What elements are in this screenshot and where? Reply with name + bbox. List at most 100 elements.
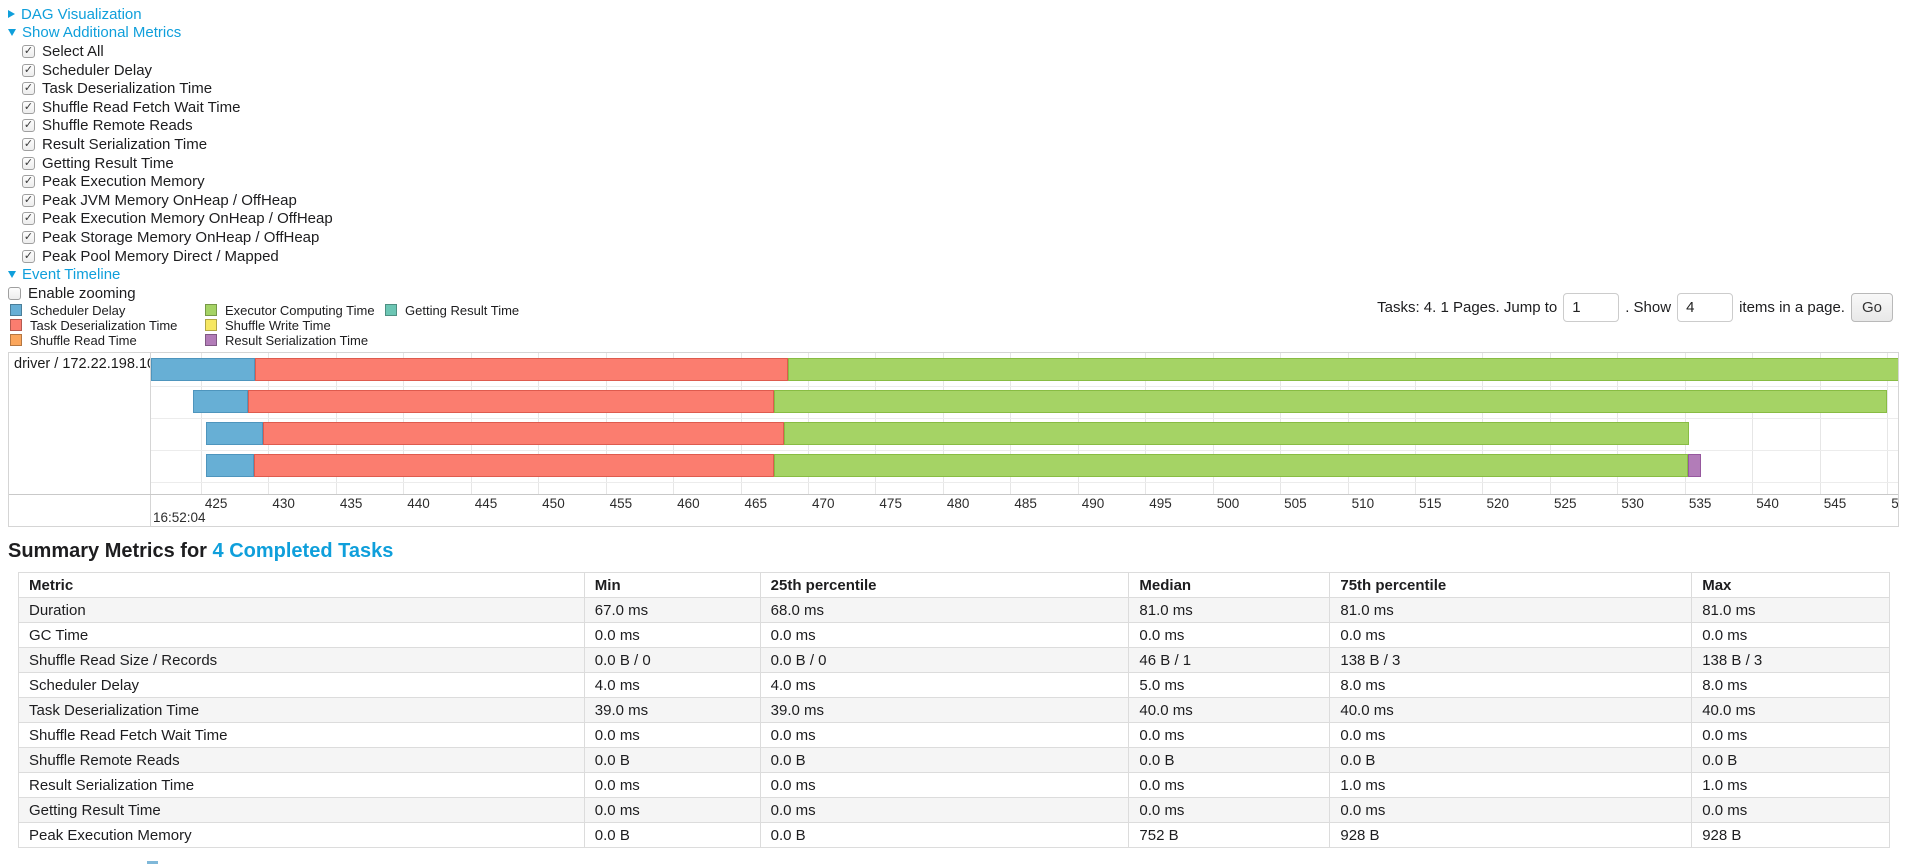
table-cell: 0.0 ms [1691,622,1890,648]
table-cell: 0.0 ms [1128,772,1331,798]
timeline-bar-task_deserialization[interactable] [262,422,784,445]
axis-tick-label: 520 [1486,496,1510,511]
table-cell: 4.0 ms [583,672,761,698]
table-row: Shuffle Read Size / Records 0.0 B / 0 0.0 … [18,647,1890,673]
table-cell: 0.0 ms [583,622,761,648]
collapsible-sections: DAG Visualization Show Additional Metric… [8,5,333,303]
metric-checkbox-row: ✓ Shuffle Read Fetch Wait Time [8,98,333,117]
timeline-bar-task_deserialization[interactable] [248,390,775,413]
timeline-bar-executor_computing[interactable] [787,358,1898,381]
show-additional-metrics-link[interactable]: Show Additional Metrics [22,24,182,42]
completed-tasks-link[interactable]: 4 Completed Tasks [212,540,394,562]
legend-label: Task Deserialization Time [30,317,178,333]
metric-checkbox[interactable]: ✓ [22,230,35,244]
metric-checkbox[interactable]: ✓ [22,63,35,77]
legend-item: Scheduler Delay [10,303,205,318]
pagination-summary: Tasks: 4. 1 Pages. Jump to [1377,299,1558,316]
metric-checkbox[interactable]: ✓ [22,82,35,96]
axis-tick-label: 435 [339,496,363,511]
enable-zooming-checkbox[interactable]: ✓ [8,286,21,300]
table-cell: 0.0 ms [759,622,1130,648]
metric-checkbox[interactable]: ✓ [22,137,35,151]
axis-tick-label: 490 [1081,496,1105,511]
go-button[interactable]: Go [1850,293,1893,322]
metric-checkbox-label: Peak Execution Memory OnHeap / OffHeap [42,210,333,228]
timeline-group-column: driver / 172.22.198.104 [9,353,151,526]
timeline-bar-scheduler_delay[interactable] [206,422,263,445]
metric-checkbox[interactable]: ✓ [22,119,35,133]
axis-major-label: 16:52:04 [153,510,206,525]
axis-tick-label: 460 [677,496,700,511]
metric-checkbox-label: Select All [42,42,104,60]
timeline-bar-executor_computing[interactable] [774,390,1888,413]
dag-visualization-link[interactable]: DAG Visualization [21,5,142,23]
metric-checkbox[interactable]: ✓ [22,249,35,263]
table-cell: 0.0 ms [1128,722,1331,748]
legend-item: Executor Computing Time [205,303,385,318]
timeline-bar-scheduler_delay[interactable] [151,358,255,381]
axis-tick-label: 455 [609,496,633,511]
timeline-bar-task_deserialization[interactable] [253,454,775,477]
table-cell: 0.0 B [583,822,761,848]
shuffle_write-swatch [205,319,217,332]
executor-group-label: driver / 172.22.198.104 [14,356,150,372]
table-column-header: Max [1691,572,1890,598]
axis-tick-label: 550 [1891,496,1898,511]
table-cell: 1.0 ms [1329,772,1693,798]
metric-checkbox-label: Peak Storage Memory OnHeap / OffHeap [42,228,320,246]
metric-checkbox[interactable]: ✓ [22,156,35,170]
table-cell: 1.0 ms [1691,772,1890,798]
row-separator [151,418,1898,419]
axis-tick-label: 545 [1823,496,1847,511]
axis-gridline [1887,353,1889,494]
axis-tick-label: 450 [542,496,565,511]
event-timeline-link[interactable]: Event Timeline [22,266,121,284]
table-cell: 39.0 ms [759,697,1130,723]
metric-checkbox-label: Shuffle Read Fetch Wait Time [42,98,241,116]
table-cell: 8.0 ms [1691,672,1890,698]
event-timeline-toggle[interactable]: Event Timeline [8,265,333,284]
table-cell: 0.0 B [759,822,1130,848]
axis-gridline [200,353,202,494]
clipped-next-section [147,861,158,864]
table-cell: 0.0 ms [1691,722,1890,748]
table-row: Duration 67.0 ms 68.0 ms 81.0 ms 81.0 ms 81.0… [18,597,1890,623]
table-cell: 752 B [1128,822,1331,848]
table-cell: 81.0 ms [1128,597,1331,623]
dag-visualization-toggle[interactable]: DAG Visualization [8,5,333,24]
table-cell: 67.0 ms [583,597,761,623]
metric-checkbox[interactable]: ✓ [22,175,35,189]
timeline-bar-task_deserialization[interactable] [254,358,788,381]
timeline-bar-scheduler_delay[interactable] [192,390,249,413]
timeline-bar-executor_computing[interactable] [774,454,1688,477]
show-additional-metrics-toggle[interactable]: Show Additional Metrics [8,24,333,43]
jump-to-page-input[interactable] [1563,293,1620,322]
metric-checkbox-label: Task Deserialization Time [42,80,213,98]
axis-tick-label: 495 [1149,496,1172,511]
metric-checkbox[interactable]: ✓ [22,100,35,114]
table-cell: 81.0 ms [1329,597,1693,623]
metric-checkbox[interactable]: ✓ [22,193,35,207]
timeline-bar-scheduler_delay[interactable] [206,454,254,477]
table-cell: Getting Result Time [18,797,585,823]
timeline-bar-result_serialization[interactable] [1687,454,1702,477]
table-row: Scheduler Delay 4.0 ms 4.0 ms 5.0 ms 8.0 ms 8… [18,672,1890,698]
event-timeline-chart: 425 430 435 440 445 450 455 460 465 470 475 480 485 4… [8,352,1899,527]
metric-checkbox-row: ✓ Peak Execution Memory [8,172,333,191]
items-per-page-input[interactable] [1677,293,1734,322]
table-cell: 0.0 ms [759,722,1130,748]
timeline-bar-executor_computing[interactable] [783,422,1689,445]
metric-checkbox[interactable]: ✓ [22,44,35,58]
axis-tick-label: 540 [1756,496,1779,511]
row-separator [151,450,1898,451]
pagination-suffix: items in a page. [1739,299,1845,316]
table-cell: 0.0 ms [583,722,761,748]
axis-tick-label: 530 [1621,496,1644,511]
metric-checkbox[interactable]: ✓ [22,212,35,226]
axis-tick-label: 430 [272,496,295,511]
metric-checkbox-row: ✓ Scheduler Delay [8,61,333,80]
legend-label: Result Serialization Time [225,332,369,348]
axis-tick-label: 500 [1216,496,1240,511]
axis-tick-label: 535 [1688,496,1712,511]
metric-checkbox-label: Peak Execution Memory [42,173,205,191]
